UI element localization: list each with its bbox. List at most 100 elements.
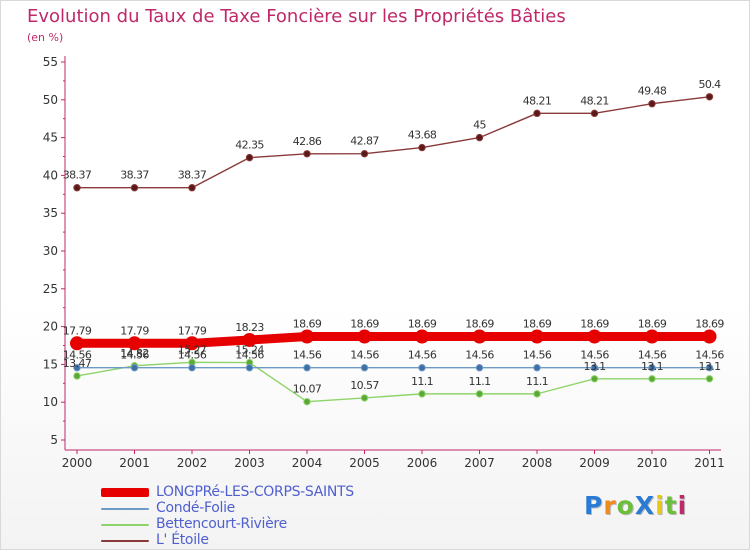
- data-point: [245, 153, 254, 162]
- data-point: [475, 133, 484, 142]
- data-point: [360, 364, 369, 372]
- data-point: [357, 329, 372, 344]
- data-label: 13.1: [698, 360, 720, 373]
- data-label: 48.21: [523, 94, 552, 107]
- legend-swatch: [101, 488, 149, 497]
- data-point: [705, 375, 714, 383]
- data-point: [533, 364, 541, 372]
- x-tick-label: 2011: [694, 456, 725, 470]
- data-point: [130, 184, 139, 192]
- data-label: 14.56: [120, 349, 149, 362]
- legend-label: LONGPRé-LES-CORPS-SAINTS: [156, 484, 354, 500]
- y-tick-label: 45: [43, 131, 58, 145]
- x-tick-label: 2006: [407, 456, 438, 470]
- data-point: [705, 364, 714, 372]
- data-label: 15.27: [178, 343, 207, 356]
- data-label: 11.1: [411, 375, 433, 388]
- data-label: 42.86: [293, 135, 322, 148]
- data-label: 10.57: [350, 379, 379, 392]
- data-point: [648, 100, 656, 108]
- data-point: [533, 390, 541, 398]
- data-label: 14.56: [178, 349, 207, 362]
- data-label: 42.87: [350, 135, 379, 148]
- data-point: [303, 364, 311, 372]
- data-label: 11.1: [526, 375, 548, 388]
- legend-swatch: [101, 540, 149, 542]
- data-label: 14.56: [63, 349, 92, 362]
- data-label: 18.69: [695, 318, 724, 331]
- x-tick-label: 2005: [349, 456, 380, 470]
- data-label: 14.56: [293, 349, 322, 362]
- data-label: 42.35: [235, 139, 264, 152]
- data-point: [645, 329, 659, 344]
- logo-letter: i: [655, 491, 665, 520]
- x-tick-label: 2007: [464, 456, 495, 470]
- data-label: 38.37: [63, 169, 92, 182]
- chart-title: Evolution du Taux de Taxe Foncière sur l…: [27, 6, 566, 27]
- data-point: [360, 150, 369, 158]
- data-point: [185, 336, 199, 351]
- x-tick-label: 2002: [177, 456, 208, 470]
- data-point: [475, 364, 484, 372]
- data-point: [590, 375, 599, 383]
- legend-label: Bettencourt-Rivière: [156, 516, 287, 532]
- logo-letter: X: [634, 491, 656, 520]
- data-label: 13.1: [583, 360, 605, 373]
- series-line: [72, 332, 714, 348]
- data-point: [590, 109, 599, 118]
- data-label: 10.07: [293, 383, 322, 396]
- data-point: [530, 329, 544, 344]
- data-label: 14.56: [523, 349, 552, 362]
- y-tick-label: 5: [50, 433, 58, 447]
- data-point: [587, 329, 602, 344]
- logo-letter: o: [616, 491, 635, 520]
- data-label: 18.69: [638, 318, 667, 331]
- y-tick-label: 30: [43, 244, 58, 258]
- data-point: [303, 150, 311, 158]
- data-label: 14.56: [350, 349, 379, 362]
- series-line: [76, 361, 711, 403]
- y-tick-label: 15: [43, 357, 58, 371]
- data-label: 43.68: [408, 129, 437, 142]
- legend-label: Condé-Folie: [156, 500, 235, 516]
- y-tick-label: 35: [43, 206, 58, 220]
- data-label: 38.37: [178, 169, 207, 182]
- y-tick-label: 50: [43, 93, 58, 107]
- series-line: [76, 96, 711, 189]
- logo-letter: t: [664, 491, 678, 520]
- data-point: [73, 372, 81, 380]
- y-tick-label: 25: [43, 282, 58, 296]
- data-point: [303, 397, 311, 406]
- y-tick-label: 10: [43, 395, 58, 409]
- y-tick-label: 55: [43, 55, 58, 69]
- data-label: 14.56: [465, 349, 494, 362]
- data-point: [418, 143, 426, 152]
- data-label: 11.1: [468, 375, 490, 388]
- data-point: [73, 184, 81, 192]
- data-point: [590, 364, 599, 372]
- y-tick-label: 20: [43, 320, 58, 334]
- data-label: 17.79: [178, 324, 207, 337]
- proxiti-logo: ProXiti: [584, 491, 687, 520]
- data-label: 18.69: [523, 318, 552, 331]
- data-point: [188, 184, 196, 192]
- data-point: [188, 364, 196, 372]
- x-tick-label: 2001: [119, 456, 150, 470]
- data-label: 49.48: [638, 85, 667, 98]
- data-point: [705, 93, 714, 101]
- data-point: [648, 375, 656, 383]
- x-tick-label: 2004: [292, 456, 323, 470]
- data-label: 17.79: [120, 324, 149, 337]
- data-label: 18.69: [350, 318, 379, 331]
- legend-label: L' Étoile: [156, 532, 209, 548]
- data-label: 18.69: [408, 318, 437, 331]
- data-label: 13.47: [63, 357, 92, 370]
- data-label: 14.56: [638, 349, 667, 362]
- data-point: [73, 364, 81, 372]
- data-point: [418, 390, 426, 398]
- logo-letter: P: [584, 491, 604, 520]
- data-label: 14.56: [695, 349, 724, 362]
- data-label: 13.1: [641, 360, 663, 373]
